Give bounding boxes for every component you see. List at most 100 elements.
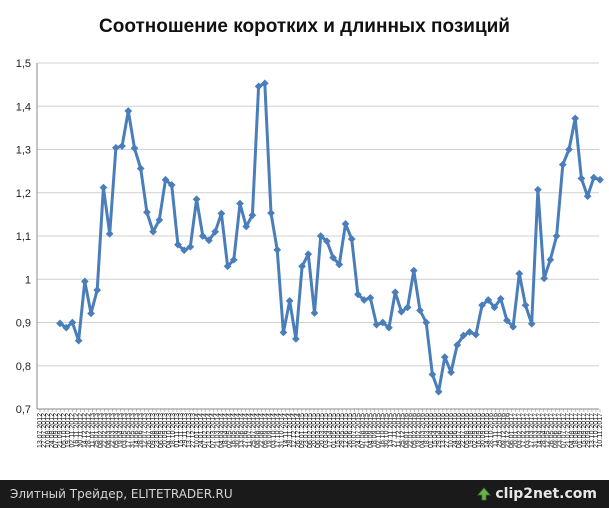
footer-brand[interactable]: clip2net.com [477,480,597,508]
x-tick-label: 01.11.2013 [174,413,181,448]
chart-plot: 0,70,80,911,11,21,31,41,5 13.07.201227.0… [16,58,604,448]
x-tick-label: 11.12.2015 [396,413,403,448]
x-tick-label: 17.03.2017 [529,413,536,448]
x-tick-label: 26.05.2017 [549,413,556,448]
x-tick-label: 28.12.2012 [85,413,92,448]
x-tick-label: 14.10.2016 [484,413,491,448]
data-point [105,229,114,238]
x-tick-label: 18.09.2015 [371,413,378,448]
y-tick-label: 1,4 [16,101,31,113]
x-tick-label: 12.07.2013 [142,413,149,448]
data-point [366,293,375,302]
x-tick-label: 05.08.2016 [464,413,471,448]
data-point [471,330,480,339]
data-point [391,288,400,297]
data-point [447,368,455,377]
data-point [509,322,518,331]
x-tick-label: 22.03.2013 [110,413,117,448]
x-tick-label: 20.02.2015 [311,413,318,448]
x-tick-label: 11.01.2013 [89,413,96,448]
x-tick-label: 27.11.2015 [392,413,399,448]
x-tick-label: 16.05.2014 [230,413,237,448]
x-tick-label: 26.07.2013 [146,413,153,448]
data-point [142,208,151,217]
x-tick-label: 19.04.2013 [118,413,125,448]
data-point [124,107,133,115]
x-tick-label: 09.01.2015 [299,413,306,448]
x-tick-label: 08.08.2014 [255,413,262,448]
x-tick-label: 22.02.2013 [102,413,109,448]
footer-caption: Элитный Трейдер, ELITETRADER.RU [10,487,233,501]
x-tick-label: 16.09.2016 [476,413,483,448]
data-point [68,318,77,327]
x-tick-label: 19.09.2014 [267,413,274,448]
data-point [558,160,567,169]
data-point [173,240,182,249]
x-tick-label: 15.11.2013 [178,413,185,448]
data-point [589,173,598,182]
x-tick-label: 03.10.2014 [271,413,278,448]
x-tick-label: 27.10.2017 [593,413,600,448]
x-tick-label: 10.07.2015 [351,413,358,448]
data-point [596,175,604,184]
data-point [80,277,89,286]
x-tick-label: 18.03.2016 [424,413,431,448]
x-tick-label: 17.10.2014 [275,413,282,448]
data-point [161,175,170,184]
x-tick-label: 28.06.2013 [138,413,145,448]
x-tick-label: 31.03.2017 [533,413,540,448]
x-tick-label: 29.11.2013 [182,413,189,448]
x-tick-label: 02.05.2014 [226,413,233,448]
data-point [322,237,331,246]
data-point [459,331,468,340]
data-point [111,143,120,152]
x-tick-label: 22.01.2016 [408,413,415,448]
data-point [565,145,573,154]
x-tick-label: 05.04.2013 [114,413,121,448]
x-tick-label: 05.09.2014 [263,413,270,448]
x-tick-label: 29.04.2016 [436,413,443,448]
x-tick-label: 06.02.2015 [307,413,314,448]
data-point [341,219,350,228]
data-point [316,232,325,240]
x-tick-label: 21.02.2014 [206,413,213,448]
data-point [347,235,356,243]
data-point [310,309,319,317]
data-point [93,286,102,295]
x-tick-label: 20.03.2015 [319,413,326,448]
x-tick-label: 19.02.2016 [416,413,423,448]
data-point [496,294,505,303]
x-tick-label: 14.06.2013 [134,413,141,448]
x-tick-label: 13.05.2016 [440,413,447,448]
data-point [540,274,549,283]
x-tick-label: 24.08.2012 [49,413,56,448]
data-point [273,245,282,254]
x-tick-label: 21.09.2012 [57,413,64,448]
y-tick-label: 1,1 [16,231,31,243]
x-tick-label: 15.05.2015 [335,413,342,448]
data-point [416,306,424,315]
x-tick-label: 21.07.2017 [565,413,572,448]
x-tick-label: 29.09.2017 [585,413,592,448]
x-tick-label: 15.04.2016 [432,413,439,448]
x-tick-label: 08.01.2016 [404,413,411,448]
x-tick-label: 08.03.2013 [106,413,113,448]
x-tick-label: 05.10.2012 [61,413,68,448]
x-tick-label: 04.04.2014 [218,413,225,448]
x-tick-label: 24.06.2016 [452,413,459,448]
x-tick-label: 29.05.2015 [339,413,346,448]
x-tick-label: 01.04.2016 [428,413,435,448]
data-point [403,303,412,312]
x-tick-label: 28.10.2016 [488,413,495,448]
x-tick-label: 09.06.2017 [553,413,560,448]
data-point [211,227,220,236]
x-tick-label: 10.08.2012 [45,413,52,448]
x-tick-label: 23.06.2017 [557,413,564,448]
x-tick-label: 10.11.2017 [597,413,604,448]
y-tick-label: 0,7 [16,404,31,416]
data-point [130,144,139,153]
x-tick-label: 07.07.2017 [561,413,568,448]
data-point [155,216,164,224]
x-tick-label: 30.05.2014 [234,413,241,448]
x-tick-label: 16.10.2015 [379,413,386,448]
